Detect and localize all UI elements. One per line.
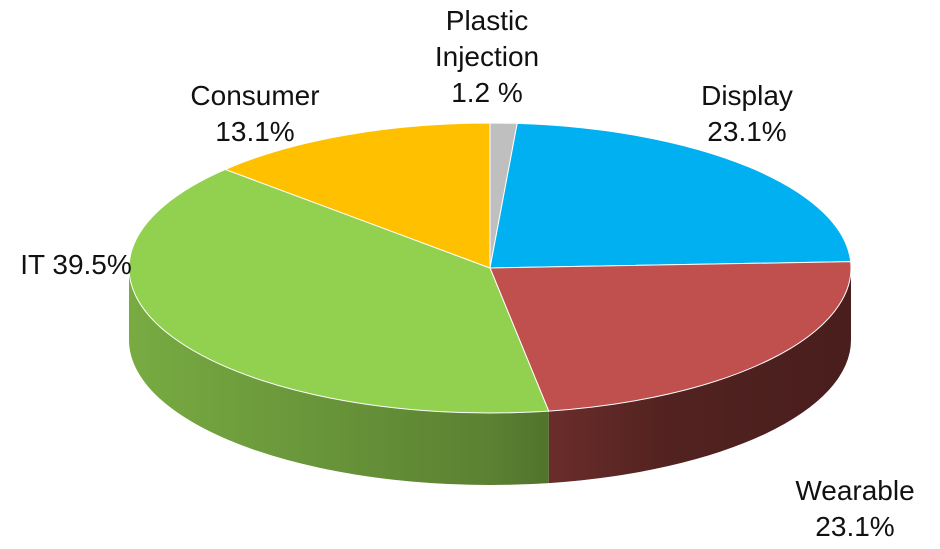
pie-slice-display xyxy=(489,122,852,269)
pie-side-wearable xyxy=(548,268,851,484)
data-label-wearable: Wearable 23.1% xyxy=(795,475,914,542)
data-label-line: 13.1% xyxy=(215,116,294,147)
pie-sides xyxy=(129,268,851,485)
pie-slice-wearable xyxy=(489,261,852,412)
data-label-plastic: Plastic Injection 1.2 % xyxy=(435,5,539,108)
pie-slices xyxy=(128,122,852,414)
data-label-line: IT 39.5% xyxy=(20,249,132,280)
data-label-line: Wearable xyxy=(795,475,914,506)
data-label-line: 23.1% xyxy=(815,511,894,542)
data-label-it-39-5: IT 39.5% xyxy=(20,249,132,280)
data-label-display: Display 23.1% xyxy=(701,80,793,147)
data-label-line: 23.1% xyxy=(707,116,786,147)
data-label-line: Consumer xyxy=(190,80,319,111)
data-label-line: Plastic xyxy=(446,5,528,36)
data-label-consumer: Consumer 13.1% xyxy=(190,80,319,147)
data-label-line: Injection xyxy=(435,41,539,72)
pie-slice-it-39-5 xyxy=(128,168,550,414)
pie-side-it-39-5 xyxy=(129,268,549,485)
pie-slice-consumer xyxy=(224,122,491,269)
data-label-line: Display xyxy=(701,80,793,111)
data-labels: Plastic Injection 1.2 % Display 23.1%Wearabl… xyxy=(20,5,914,542)
data-label-line: 1.2 % xyxy=(451,77,523,108)
